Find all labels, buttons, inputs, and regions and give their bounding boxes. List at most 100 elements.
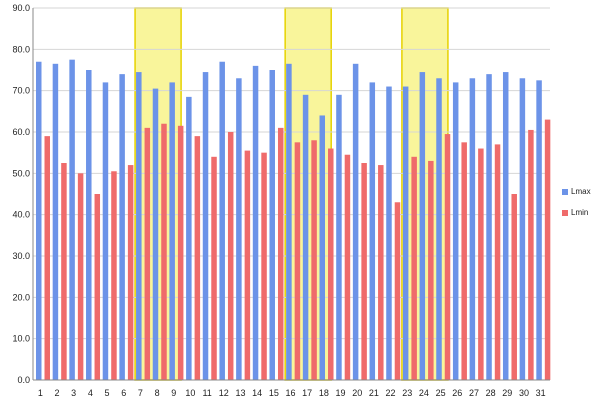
x-tick-labels: 1 2 3 4 5 6 7 8 9 10 11 12 13 14 15 16 17 18 19 20 21 22 23 24 2… [38,388,546,398]
x-tick-label: 21 [369,388,379,398]
bar-lmin-4 [94,194,101,380]
x-tick-label: 15 [269,388,279,398]
bar-lmax-23 [402,86,409,381]
x-tick-label: 11 [202,388,211,398]
y-tick-label: 10.0 [12,334,30,344]
bar-lmax-6 [119,74,125,380]
x-tick-label: 6 [121,388,126,398]
x-tick-label: 23 [402,388,412,398]
y-tick-label: 30.0 [12,251,30,261]
x-tick-label: 19 [336,388,346,398]
x-tick-label: 17 [302,388,312,398]
x-tick-label: 24 [419,388,429,398]
bar-lmin-19 [344,154,351,380]
x-tick-label: 18 [319,388,329,398]
bar-lmin-18 [328,148,334,380]
bar-lmin-22 [394,202,401,380]
bar-lmin-29 [511,194,517,380]
bar-lmin-24 [428,160,434,380]
bar-lmax-17 [302,94,309,381]
bar-lmax-20 [352,63,359,381]
legend-label-lmax: Lmax [571,187,591,196]
x-tick-label: 12 [219,388,229,398]
y-tick-label: 20.0 [12,292,30,302]
x-tick-label: 16 [285,388,295,398]
bar-lmax-16 [286,63,292,381]
bar-lmin-7 [144,127,151,380]
bar-lmax-26 [452,82,459,381]
y-tick-label: 80.0 [12,44,30,54]
y-tick-label: 70.0 [12,86,30,96]
x-tick-label: 30 [519,388,529,398]
bar-lmax-10 [186,96,192,380]
bar-lmax-28 [486,74,492,380]
bar-lmin-2 [61,163,67,380]
bar-lmin-13 [244,150,251,380]
bar-lmin-21 [378,165,384,380]
bar-lmin-11 [211,156,217,380]
legend: Lmax Lmin [562,187,591,217]
bar-lmax-27 [469,78,476,381]
x-tick-label: 8 [155,388,160,398]
bar-lmax-24 [419,72,426,381]
legend-swatch-lmin [562,210,568,216]
x-tick-label: 3 [71,388,76,398]
bar-lmin-16 [294,142,301,380]
y-tick-label: 50.0 [12,168,30,178]
bar-lmax-14 [252,65,259,380]
bar-lmin-6 [127,165,134,380]
x-tick-label: 22 [386,388,396,398]
bar-lmax-4 [86,70,92,380]
x-tick-label: 2 [55,388,60,398]
bar-lmin-14 [261,152,267,380]
bar-lmax-25 [436,78,442,381]
legend-label-lmin: Lmin [571,208,588,217]
bar-lmin-25 [444,134,451,380]
bar-lmin-3 [77,173,84,380]
bar-lmax-2 [52,63,59,381]
y-tick-label: 40.0 [12,210,30,220]
bar-lmin-8 [161,123,167,380]
y-tick-label: 60.0 [12,127,30,137]
axes [32,8,550,381]
bar-lmax-30 [519,78,526,381]
bar-lmax-21 [369,82,376,381]
bar-lmin-20 [361,163,367,380]
bar-lmax-12 [219,61,225,380]
x-tick-label: 27 [469,388,479,398]
bar-lmax-15 [269,70,275,380]
x-tick-label: 9 [171,388,176,398]
bars [36,59,551,381]
bar-lmax-18 [319,115,326,380]
bar-lmin-17 [311,140,317,380]
x-tick-label: 29 [502,388,512,398]
bar-lmax-13 [236,78,242,381]
y-tick-label: 0.0 [17,375,30,385]
bar-lmin-10 [194,136,201,380]
bar-lmax-22 [386,86,392,381]
bar-lmax-9 [169,82,175,381]
x-tick-label: 31 [536,388,546,398]
x-tick-label: 5 [105,388,110,398]
bar-lmin-31 [544,119,551,380]
bar-lmax-31 [536,80,542,380]
bar-lmin-27 [478,148,484,380]
legend-swatch-lmax [562,189,568,195]
x-tick-label: 20 [352,388,362,398]
bar-lmin-28 [494,144,501,380]
x-tick-label: 1 [38,388,43,398]
y-tick-label: 90.0 [12,3,30,13]
x-tick-label: 25 [436,388,446,398]
x-tick-label: 7 [138,388,143,398]
bar-lmin-23 [411,156,417,380]
bar-lmax-5 [102,82,109,381]
x-tick-label: 4 [88,388,93,398]
x-tick-label: 28 [486,388,496,398]
bar-lmin-15 [277,127,284,380]
bar-lmin-5 [111,171,117,380]
x-tick-label: 14 [252,388,262,398]
bar-lmax-3 [69,59,75,381]
bar-lmax-29 [502,72,509,381]
x-tick-label: 10 [185,388,195,398]
